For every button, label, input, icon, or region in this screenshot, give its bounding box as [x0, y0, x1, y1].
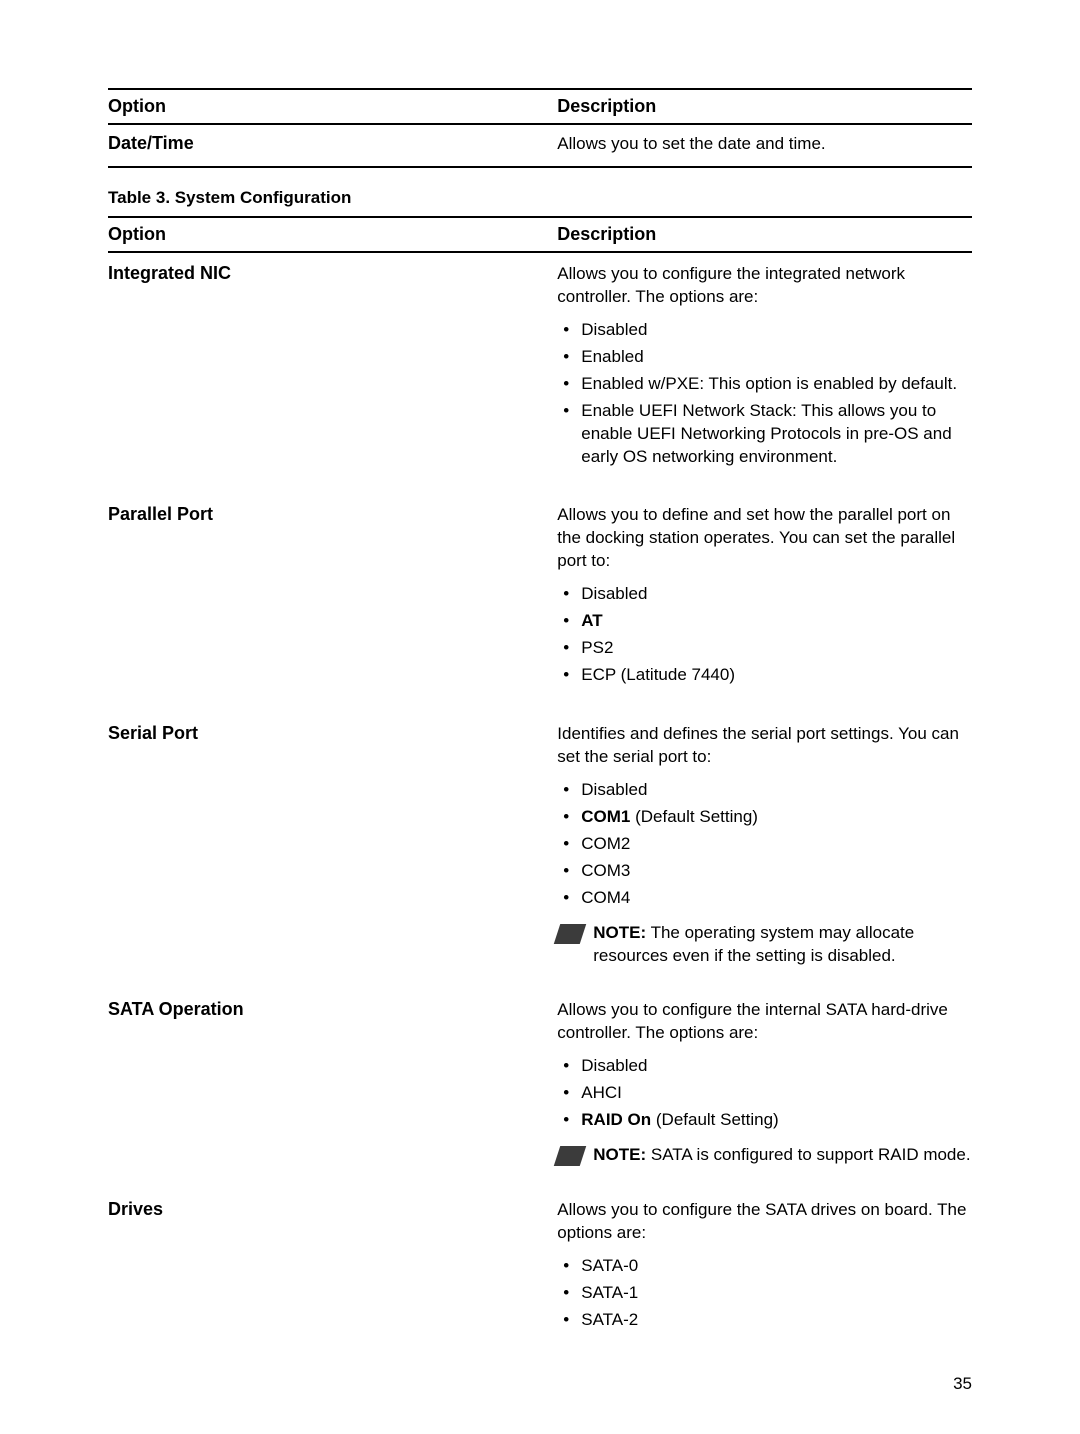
list-item: Enabled: [557, 346, 972, 369]
list-item-bold: RAID On: [581, 1110, 651, 1129]
row-serial-port: Serial Port Identifies and defines the s…: [108, 713, 972, 967]
list-item: Disabled: [557, 319, 972, 342]
list-item: SATA-2: [557, 1309, 972, 1332]
note-body: SATA is configured to support RAID mode.: [646, 1145, 970, 1164]
list-item: Disabled: [557, 779, 972, 802]
list-item: Enabled w/PXE: This option is enabled by…: [557, 373, 972, 396]
list-item: RAID On (Default Setting): [557, 1109, 972, 1132]
list-item: PS2: [557, 637, 972, 660]
list-item: COM1 (Default Setting): [557, 806, 972, 829]
sata-operation-list: Disabled AHCI RAID On (Default Setting): [557, 1055, 972, 1132]
list-item: COM3: [557, 860, 972, 883]
parallel-port-list: Disabled AT PS2 ECP (Latitude 7440): [557, 583, 972, 687]
integrated-nic-desc-cell: Allows you to configure the integrated n…: [557, 263, 972, 473]
row-sata-operation: SATA Operation Allows you to configure t…: [108, 989, 972, 1167]
row-datetime: Date/Time Allows you to set the date and…: [108, 125, 972, 168]
col-description: Description: [557, 96, 972, 117]
parallel-port-desc-cell: Allows you to define and set how the par…: [557, 504, 972, 691]
serial-port-list: Disabled COM1 (Default Setting) COM2 COM…: [557, 779, 972, 910]
list-item: ECP (Latitude 7440): [557, 664, 972, 687]
datetime-desc: Allows you to set the date and time.: [557, 133, 972, 156]
list-item: Disabled: [557, 583, 972, 606]
sata-operation-label: SATA Operation: [108, 999, 557, 1167]
parallel-port-label: Parallel Port: [108, 504, 557, 691]
list-item: AHCI: [557, 1082, 972, 1105]
list-item: COM4: [557, 887, 972, 910]
note-block: NOTE: SATA is configured to support RAID…: [557, 1144, 972, 1167]
col-option-2: Option: [108, 224, 557, 245]
note-text: NOTE: SATA is configured to support RAID…: [593, 1144, 970, 1167]
serial-port-label: Serial Port: [108, 723, 557, 967]
list-item-bold: AT: [581, 611, 602, 630]
list-item-suffix: (Default Setting): [630, 807, 758, 826]
integrated-nic-label: Integrated NIC: [108, 263, 557, 473]
list-item: Disabled: [557, 1055, 972, 1078]
drives-desc: Allows you to configure the SATA drives …: [557, 1199, 972, 1245]
note-text: NOTE: The operating system may allocate …: [593, 922, 972, 968]
col-option: Option: [108, 96, 557, 117]
note-prefix: NOTE:: [593, 1145, 646, 1164]
drives-label: Drives: [108, 1199, 557, 1336]
row-drives: Drives Allows you to configure the SATA …: [108, 1189, 972, 1336]
list-item-bold: COM1: [581, 807, 630, 826]
integrated-nic-desc: Allows you to configure the integrated n…: [557, 263, 972, 309]
note-icon: [554, 1146, 586, 1166]
drives-desc-cell: Allows you to configure the SATA drives …: [557, 1199, 972, 1336]
drives-list: SATA-0 SATA-1 SATA-2: [557, 1255, 972, 1332]
parallel-port-desc: Allows you to define and set how the par…: [557, 504, 972, 573]
sata-operation-desc-cell: Allows you to configure the internal SAT…: [557, 999, 972, 1167]
list-item: Enable UEFI Network Stack: This allows y…: [557, 400, 972, 469]
serial-port-desc: Identifies and defines the serial port s…: [557, 723, 972, 769]
list-item: SATA-1: [557, 1282, 972, 1305]
table2-header: Option Description: [108, 216, 972, 253]
list-item: SATA-0: [557, 1255, 972, 1278]
list-item-suffix: (Default Setting): [651, 1110, 779, 1129]
list-item: AT: [557, 610, 972, 633]
table1-header: Option Description: [108, 88, 972, 125]
col-description-2: Description: [557, 224, 972, 245]
row-parallel-port: Parallel Port Allows you to define and s…: [108, 494, 972, 691]
table-caption: Table 3. System Configuration: [108, 168, 972, 216]
note-prefix: NOTE:: [593, 923, 646, 942]
row-integrated-nic: Integrated NIC Allows you to configure t…: [108, 253, 972, 473]
serial-port-desc-cell: Identifies and defines the serial port s…: [557, 723, 972, 967]
note-icon: [554, 924, 586, 944]
page-number: 35: [953, 1374, 972, 1394]
note-block: NOTE: The operating system may allocate …: [557, 922, 972, 968]
integrated-nic-list: Disabled Enabled Enabled w/PXE: This opt…: [557, 319, 972, 469]
list-item: COM2: [557, 833, 972, 856]
sata-operation-desc: Allows you to configure the internal SAT…: [557, 999, 972, 1045]
datetime-label: Date/Time: [108, 133, 557, 156]
page: Option Description Date/Time Allows you …: [0, 0, 1080, 1434]
